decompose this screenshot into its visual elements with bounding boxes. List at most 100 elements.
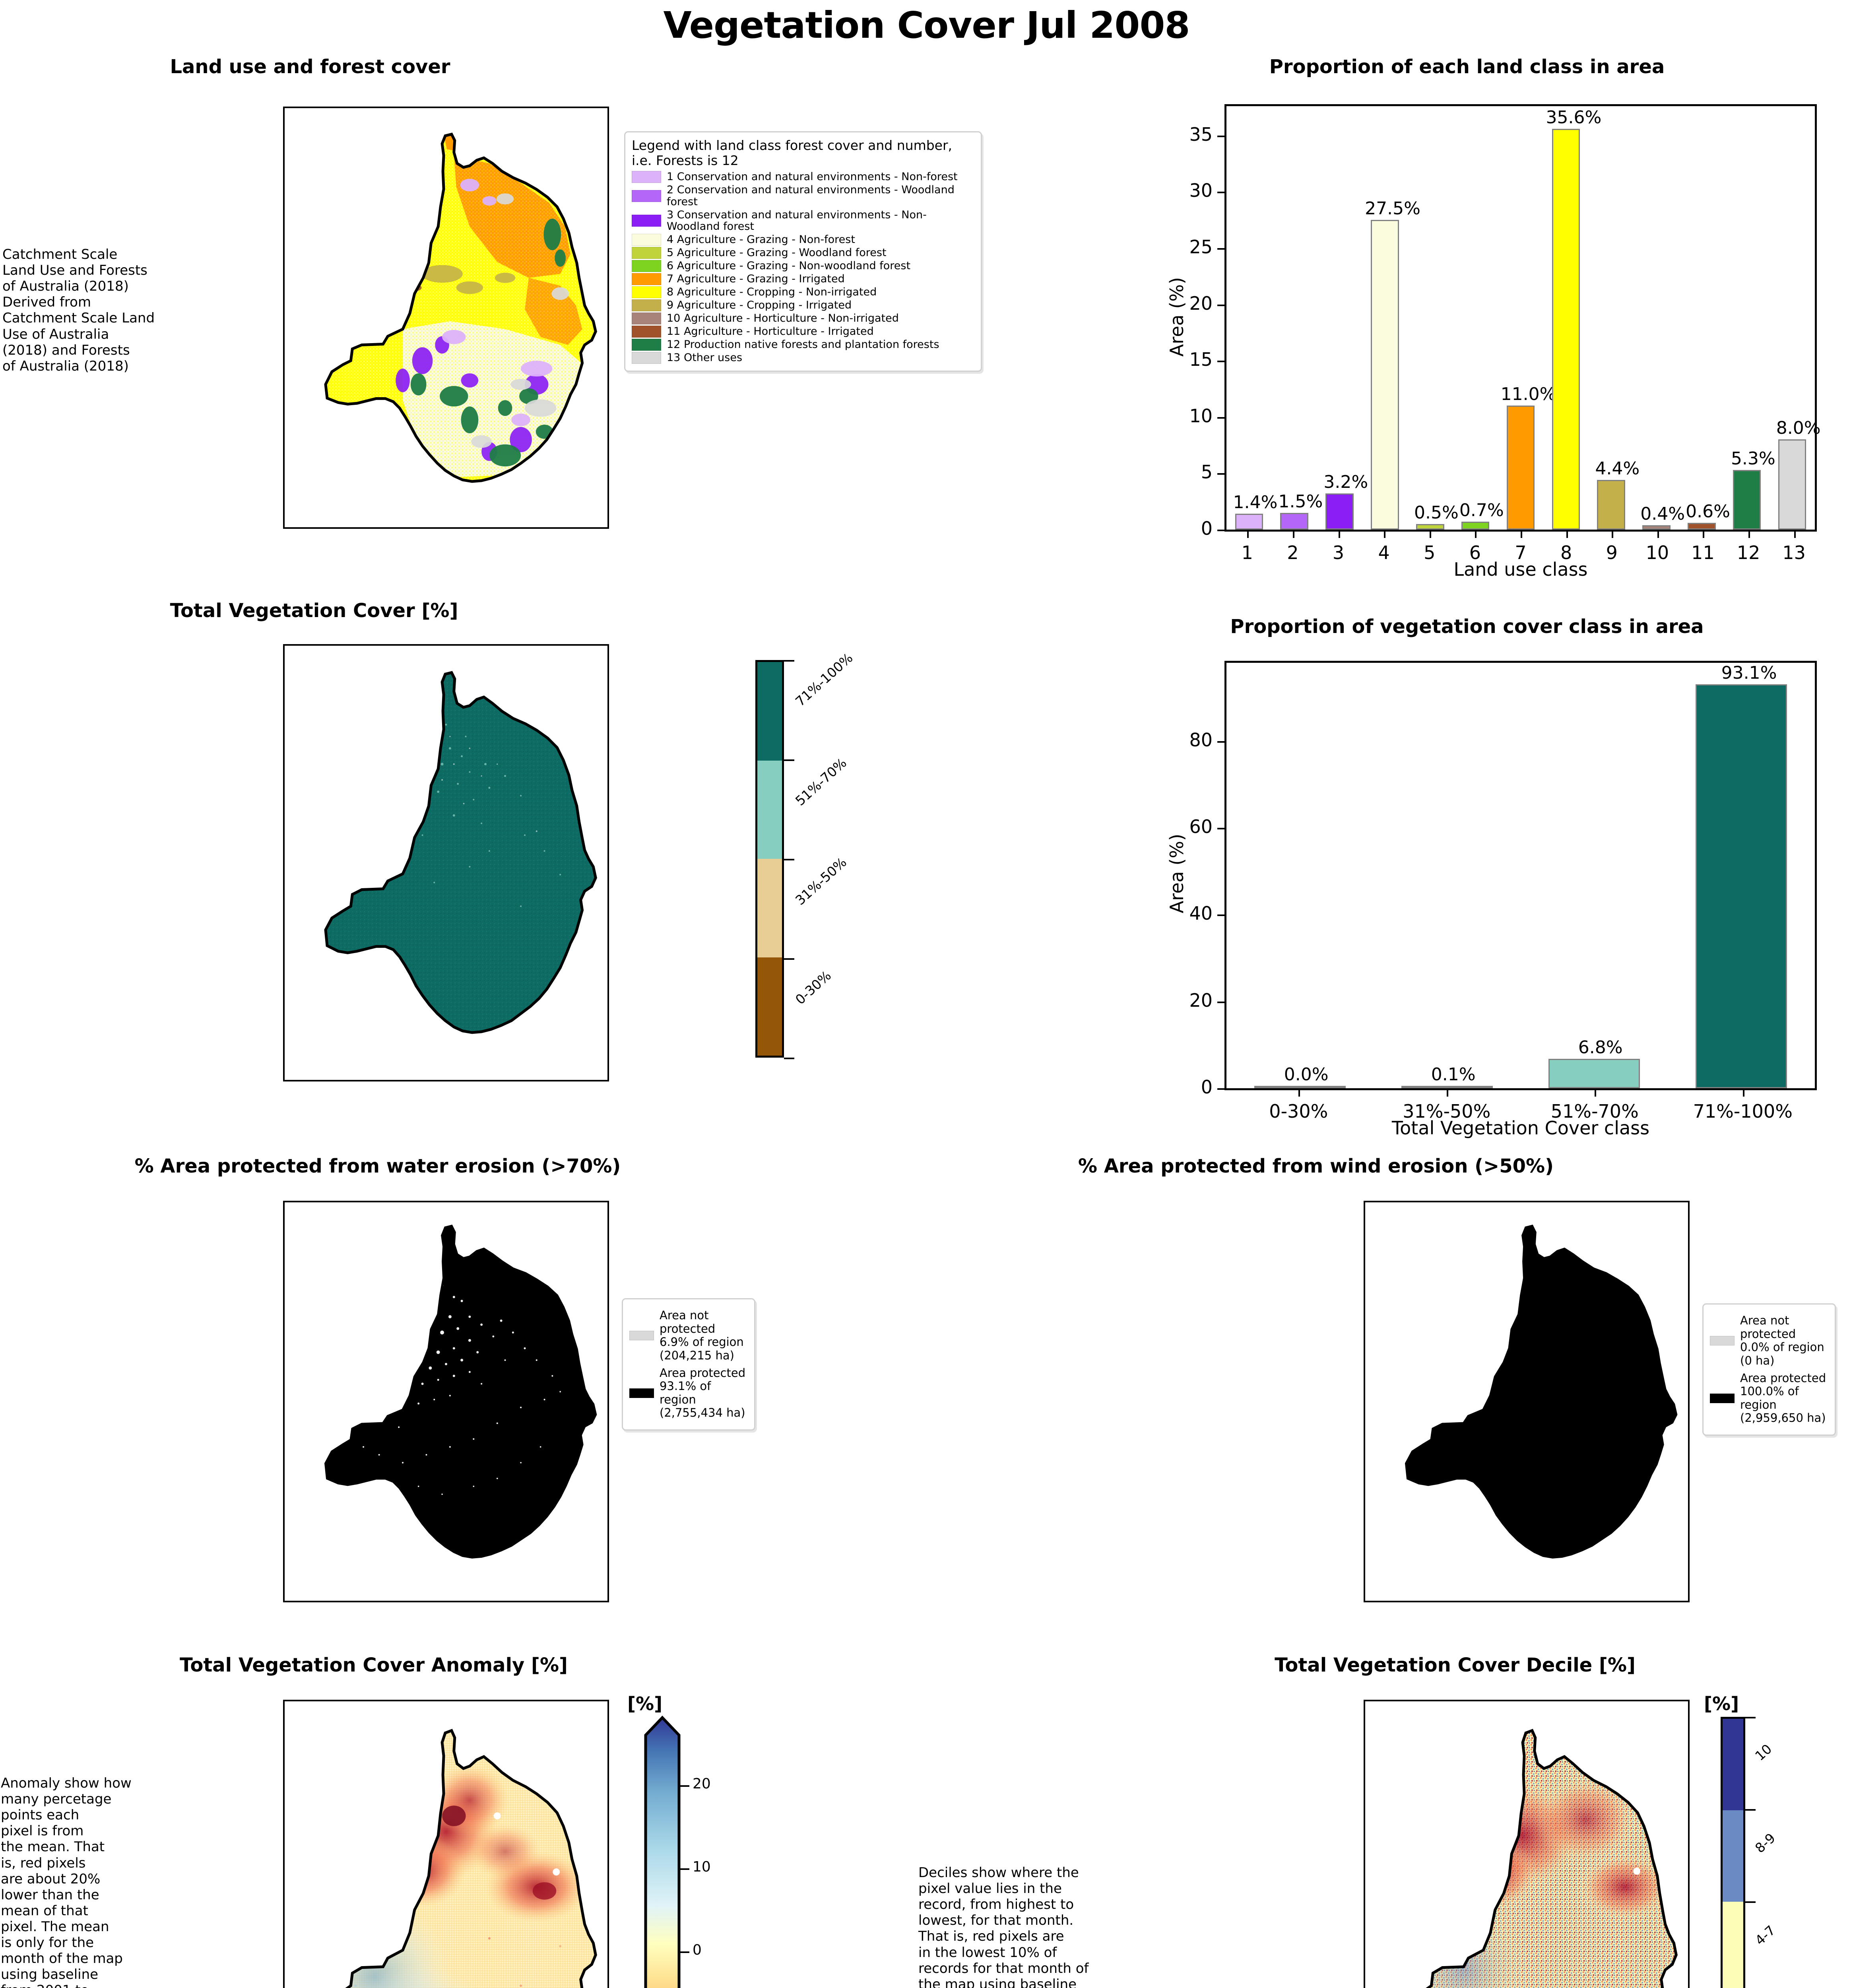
land-use-chart-title: Proportion of each land class in area [1269,56,1665,78]
land-use-map[interactable] [283,107,609,529]
bar[interactable]: 11.0% [1501,384,1556,530]
land-use-legend-item: 5 Agriculture - Grazing - Woodland fores… [632,247,974,259]
bar-value-label: 0.6% [1686,501,1730,522]
veg-cover-class-chart[interactable]: 0.0% 0.1% 6.8% 93.1% 0 20 40 60 80 0-30% 31%-50%… [1145,656,1845,1139]
bar-group[interactable]: 3.2% [1317,106,1368,530]
bar-group[interactable]: 0.0% [1226,663,1374,1088]
anomaly-map-title: Total Vegetation Cover Anomaly [%] [180,1654,568,1676]
anomaly-colorbar-tick [680,1868,689,1870]
veg-cover-colorbar-tick [784,660,794,662]
y-axis-tick-mark [1217,304,1224,306]
legend-item-label: Area protected 93.1% of region (2,755,43… [660,1366,746,1420]
decile-colorbar-tick [1745,1809,1756,1811]
decile-colorbar-tick [1745,1717,1756,1718]
land-use-chart-ylabel: Area (%) [1166,277,1187,357]
veg-cover-colorbar-label: 51%-70% [792,755,850,809]
bar[interactable]: 0.5% [1414,503,1459,530]
x-axis-tick-label: 0-30% [1269,1101,1328,1122]
bar-value-label: 0.4% [1640,503,1685,524]
bar[interactable]: 0.1% [1401,1064,1493,1088]
veg-cover-colorbar-segment [757,859,782,957]
bar-group[interactable]: 0.1% [1374,663,1521,1088]
x-axis-tick-label: 6 [1469,542,1481,563]
y-axis-tick-mark [1217,248,1224,250]
bar[interactable]: 1.4% [1233,492,1277,530]
x-axis-tick-label: 8 [1560,542,1572,563]
y-axis-tick-label: 20 [1189,292,1213,314]
bar-value-label: 93.1% [1721,662,1777,683]
water-erosion-legend-item: Area not protected 6.9% of region (204,2… [629,1309,748,1363]
legend-color-swatch [632,273,661,285]
bar-group[interactable]: 1.4% [1226,106,1277,530]
wind-erosion-legend-items: Area not protected 0.0% of region (0 ha)… [1710,1314,1828,1425]
bar[interactable]: 8.0% [1776,418,1821,530]
land-use-map-title: Land use and forest cover [170,56,450,78]
bar[interactable]: 3.2% [1323,472,1368,530]
bar-group[interactable]: 6.8% [1521,663,1668,1088]
bar-value-label: 11.0% [1500,384,1556,405]
bar[interactable]: 35.6% [1546,107,1601,530]
legend-color-swatch [632,233,661,246]
x-axis-tick-label: 51%-70% [1550,1101,1639,1122]
bar-group[interactable]: 27.5% [1362,106,1420,530]
bar-value-label: 8.0% [1776,418,1821,439]
y-axis-tick-mark [1217,192,1224,194]
bar[interactable]: 0.4% [1640,504,1685,530]
legend-item-label: 9 Agriculture - Cropping - Irrigated [667,299,852,312]
legend-color-swatch [632,325,661,338]
water-erosion-map[interactable] [283,1201,609,1602]
anomaly-colorbar-gradient [644,1715,681,1988]
bar[interactable]: 27.5% [1365,198,1420,530]
veg-cover-region-raster [285,646,607,1080]
x-axis-tick-mark [1566,531,1568,538]
decile-colorbar-label: 10 [1752,1741,1775,1764]
decile-map[interactable] [1364,1700,1690,1988]
bar[interactable]: 0.0% [1254,1064,1346,1088]
bar[interactable]: 1.5% [1279,491,1323,530]
land-use-class-chart[interactable]: 1.4% 1.5% 3.2% 27.5% 0.5% 0.7% 11.0% 35.6% 4.4% 0… [1145,99,1845,580]
page-title: Vegetation Cover Jul 2008 [663,4,1190,47]
y-axis-tick-mark [1217,473,1224,475]
x-axis-tick-mark [1595,1089,1597,1097]
anomaly-map[interactable] [283,1700,609,1988]
bar-group[interactable]: 35.6% [1543,106,1601,530]
land-use-legend-items: 1 Conservation and natural environments … [632,171,974,364]
land-use-legend-item: 13 Other uses [632,352,974,364]
anomaly-region-raster [285,1701,607,1988]
bar-group[interactable]: 5.3% [1724,106,1775,530]
bar[interactable]: 4.4% [1595,458,1640,530]
source-note: Catchment Scale Land Use and Forests of … [2,247,155,374]
veg-cover-map[interactable] [283,644,609,1081]
bar[interactable]: 0.7% [1459,500,1504,530]
y-axis-tick-label: 20 [1189,989,1213,1011]
legend-color-swatch [632,299,661,311]
decile-colorbar-segment [1723,1719,1743,1810]
bar-group[interactable]: 0.6% [1679,106,1730,530]
bar[interactable]: 5.3% [1731,448,1775,530]
bar-group[interactable]: 0.4% [1634,106,1685,530]
wind-erosion-region-raster [1365,1202,1688,1601]
x-axis-tick-mark [1247,531,1249,538]
bar-group[interactable]: 8.0% [1770,106,1821,530]
bar-group[interactable]: 4.4% [1589,106,1640,530]
legend-color-swatch [632,171,661,183]
bar-value-label: 4.4% [1595,458,1640,479]
bar-group[interactable]: 0.5% [1407,106,1459,530]
legend-color-swatch [632,190,661,202]
y-axis-tick-mark [1217,135,1224,137]
y-axis-tick-mark [1217,1088,1224,1090]
legend-item-label: 6 Agriculture - Grazing - Non-woodland f… [667,260,911,272]
x-axis-tick-label: 3 [1332,542,1345,563]
bar-group[interactable]: 1.5% [1272,106,1323,530]
bar[interactable]: 6.8% [1548,1037,1640,1088]
wind-erosion-map[interactable] [1364,1201,1690,1602]
y-axis-tick-mark [1217,741,1224,743]
bar[interactable]: 0.6% [1686,501,1730,530]
x-axis-tick-mark [1475,531,1477,538]
bar-group[interactable]: 11.0% [1498,106,1556,530]
bar-group[interactable]: 0.7% [1453,106,1504,530]
bar-group[interactable]: 93.1% [1668,663,1815,1088]
legend-item-label: Area protected 100.0% of region (2,959,6… [1740,1371,1826,1425]
y-axis-tick-mark [1217,827,1224,829]
bar[interactable]: 93.1% [1696,663,1787,1088]
